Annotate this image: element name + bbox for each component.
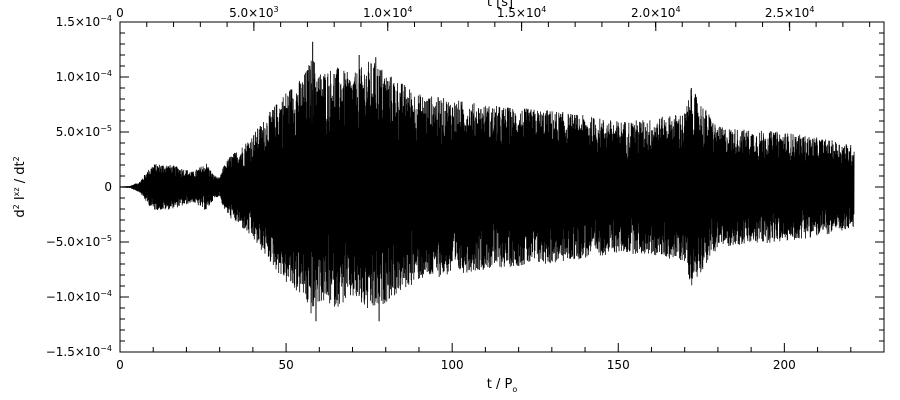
x-tick-label: 150 [607, 358, 630, 372]
y-tick-label: −1.0×10−4 [46, 289, 112, 304]
top-tick-label: 1.5×104 [497, 5, 547, 20]
x-tick-label: 50 [278, 358, 293, 372]
axis-titles: t / Po t [s] d2 Ixz / dt2 [12, 0, 517, 394]
tick-labels: 0 50 100 150 200 0 5.0×103 1.0×104 1.5×104 2.0×10… [46, 5, 815, 372]
top-tick-label: 5.0×103 [229, 5, 279, 20]
top-tick-label: 2.5×104 [765, 5, 815, 20]
x-tick-label: 100 [441, 358, 464, 372]
axis-ticks [119, 21, 885, 353]
y-tick-label: 5.0×10−5 [56, 124, 112, 139]
y-tick-label: 1.5×10−4 [56, 14, 112, 29]
top-tick-label: 2.0×104 [631, 5, 681, 20]
y-tick-label: 1.0×10−4 [56, 69, 112, 84]
x-tick-label: 200 [773, 358, 796, 372]
top-tick-label: 0 [116, 6, 124, 20]
signal-line [119, 60, 855, 314]
top-tick-label: 1.0×104 [363, 5, 413, 20]
x-axis-title: t / Po [487, 377, 518, 394]
y-axis-title: d2 Ixz / dt2 [12, 156, 28, 217]
y-tick-label: −1.5×10−4 [46, 344, 112, 359]
x-tick-label: 0 [116, 358, 124, 372]
y-tick-label: −5.0×10−5 [46, 234, 112, 249]
top-axis-title: t [s] [487, 0, 513, 10]
signal-series [119, 41, 855, 322]
y-tick-label: 0 [104, 180, 112, 194]
